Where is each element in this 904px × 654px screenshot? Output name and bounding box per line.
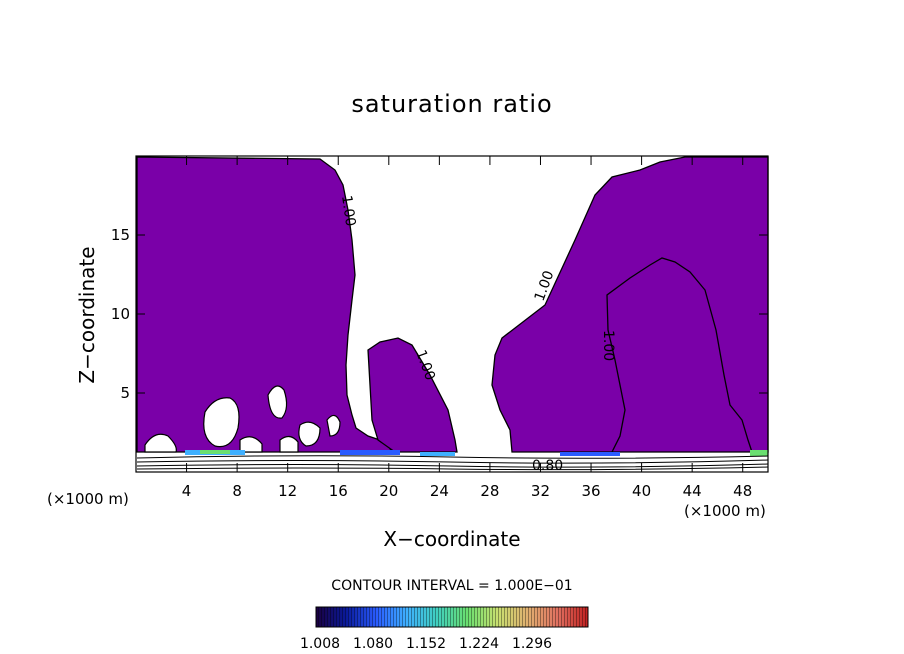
- z-tick-label: 15: [111, 226, 130, 244]
- x-tick-label: 8: [232, 482, 242, 500]
- x-axis-label: X−coordinate: [383, 527, 520, 551]
- z-tick-label: 5: [120, 384, 130, 402]
- colorbar-stripes: [316, 607, 588, 627]
- patch: [340, 450, 400, 455]
- x-axis-unit: (×1000 m): [684, 502, 766, 520]
- colorbar-tick-label: 1.080: [353, 636, 393, 652]
- z-tick-label: 10: [111, 305, 130, 323]
- x-tick-label: 36: [581, 482, 600, 500]
- x-tick-label: 4: [182, 482, 192, 500]
- hole-1: [203, 397, 240, 448]
- colorbar-tick-label: 1.224: [459, 636, 499, 652]
- x-tick-label: 40: [632, 482, 651, 500]
- x-axis-ticks: 4 8 12 16 20 24 28 32 36 40 44 48: [182, 156, 752, 500]
- z-axis-ticks: 5 10 15: [111, 226, 768, 402]
- x-tick-label: 24: [430, 482, 449, 500]
- colorbar-tick-label: 1.008: [300, 636, 340, 652]
- colorbar: 1.008 1.080 1.152 1.224 1.296: [300, 606, 589, 652]
- colorbar-frame: [315, 606, 589, 628]
- x-tick-label: 16: [329, 482, 348, 500]
- region-east: [491, 156, 769, 453]
- contour-line: [136, 455, 769, 459]
- hole-6: [239, 436, 263, 453]
- supersaturated-regions: [136, 156, 769, 453]
- surface-high-patches: [185, 450, 768, 456]
- colorbar-tick-labels: 1.008 1.080 1.152 1.224 1.296: [300, 636, 552, 652]
- contour-interval-label: CONTOUR INTERVAL = 1.000E−01: [331, 578, 572, 594]
- x-tick-label: 28: [480, 482, 499, 500]
- hole-7: [279, 435, 299, 453]
- patch: [420, 452, 455, 456]
- contour-line: [136, 459, 769, 464]
- z-axis-unit: (×1000 m): [47, 490, 129, 508]
- x-tick-label: 20: [379, 482, 398, 500]
- hole-2: [267, 385, 288, 419]
- hole-5: [326, 414, 341, 437]
- colorbar-tick-label: 1.296: [512, 636, 552, 652]
- contour-label: 1.00: [338, 194, 358, 227]
- x-tick-label: 12: [278, 482, 297, 500]
- surface-contours: [136, 455, 769, 471]
- region-middle: [367, 337, 458, 453]
- contour-label: 1.00: [600, 330, 616, 361]
- z-axis-label: Z−coordinate: [75, 246, 99, 383]
- hole-3: [144, 433, 177, 453]
- x-tick-label: 48: [733, 482, 752, 500]
- contour-line: [136, 466, 769, 471]
- patch: [750, 450, 768, 456]
- x-tick-label: 44: [683, 482, 702, 500]
- colorbar-tick-label: 1.152: [406, 636, 446, 652]
- hole-4: [298, 421, 321, 447]
- chart-title: saturation ratio: [351, 90, 552, 118]
- subsaturated-holes: [144, 385, 341, 453]
- patch: [560, 452, 620, 456]
- contour-label: 0.80: [532, 458, 563, 474]
- contour-line: [136, 463, 769, 468]
- patch: [200, 450, 230, 454]
- x-tick-label: 32: [531, 482, 550, 500]
